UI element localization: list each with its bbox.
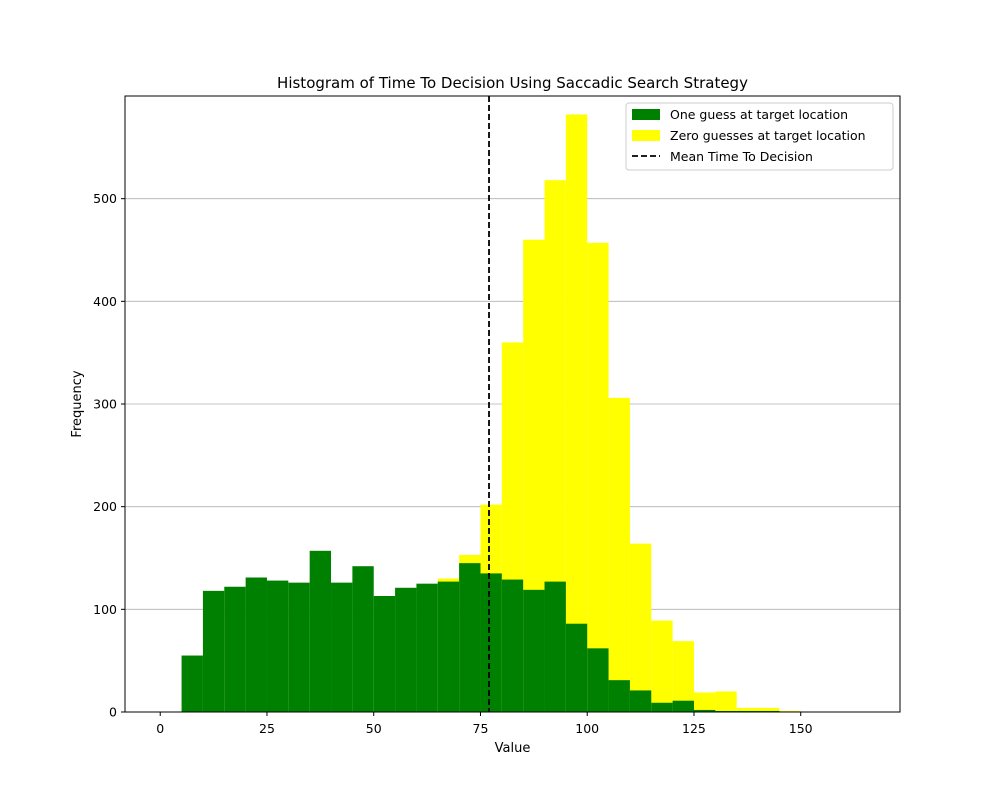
legend-label-zero-guesses: Zero guesses at target location <box>670 128 866 143</box>
bar <box>288 582 310 712</box>
bar <box>629 543 652 712</box>
bar <box>736 710 759 712</box>
x-tick-label: 25 <box>259 721 275 736</box>
x-tick-label: 75 <box>473 721 489 736</box>
bar <box>202 590 225 712</box>
bar <box>651 702 673 712</box>
bar <box>587 648 609 712</box>
bar <box>693 692 716 712</box>
legend-label-mean: Mean Time To Decision <box>670 149 813 164</box>
y-tick-label: 400 <box>93 294 117 309</box>
legend-label-one-guess: One guess at target location <box>670 107 848 122</box>
bar <box>523 589 545 712</box>
bar <box>416 583 438 712</box>
bar <box>245 577 267 712</box>
bar <box>693 709 716 712</box>
bar <box>608 397 630 712</box>
bar <box>758 710 780 712</box>
y-tick-label: 500 <box>93 191 117 206</box>
y-tick-label: 200 <box>93 499 117 514</box>
bar <box>480 573 502 712</box>
x-tick-label: 100 <box>575 721 599 736</box>
bar <box>224 586 246 712</box>
bar <box>501 579 524 712</box>
bar <box>758 707 780 712</box>
bar <box>395 587 417 712</box>
bar <box>544 180 566 713</box>
bar <box>651 620 673 712</box>
bar <box>181 655 203 712</box>
bar <box>309 550 332 712</box>
bar <box>779 710 801 712</box>
bar <box>565 623 588 712</box>
x-axis-ticks: 0 25 50 75 100 125 150 <box>156 712 813 736</box>
y-axis-label: Frequency <box>70 370 85 437</box>
y-tick-label: 300 <box>93 397 117 412</box>
bar <box>629 690 652 712</box>
x-tick-label: 125 <box>682 721 706 736</box>
y-tick-label: 100 <box>93 602 117 617</box>
bar <box>736 707 759 712</box>
bar <box>544 581 566 712</box>
y-tick-label: 0 <box>109 705 117 720</box>
chart-title: Histogram of Time To Decision Using Sacc… <box>277 74 748 92</box>
bar <box>672 641 694 712</box>
x-axis-label: Value <box>495 741 531 756</box>
bar <box>352 566 374 712</box>
bar <box>331 582 353 712</box>
legend-swatch-zero-guesses <box>632 130 660 141</box>
bar <box>715 710 737 712</box>
x-tick-label: 150 <box>789 721 813 736</box>
x-tick-label: 0 <box>156 721 164 736</box>
series-one-guess <box>181 550 780 712</box>
bar <box>459 563 481 712</box>
legend: One guess at target location Zero guesse… <box>625 102 894 171</box>
bar <box>266 580 289 712</box>
y-axis-ticks: 0 100 200 300 400 500 <box>93 191 125 720</box>
x-tick-label: 50 <box>366 721 382 736</box>
bar <box>672 700 694 712</box>
legend-box <box>625 102 894 171</box>
bar <box>437 581 460 712</box>
legend-swatch-one-guess <box>632 109 660 120</box>
bar <box>608 680 630 712</box>
bar <box>715 691 737 712</box>
bar <box>373 595 396 712</box>
bar <box>587 242 609 712</box>
bar <box>565 114 588 713</box>
